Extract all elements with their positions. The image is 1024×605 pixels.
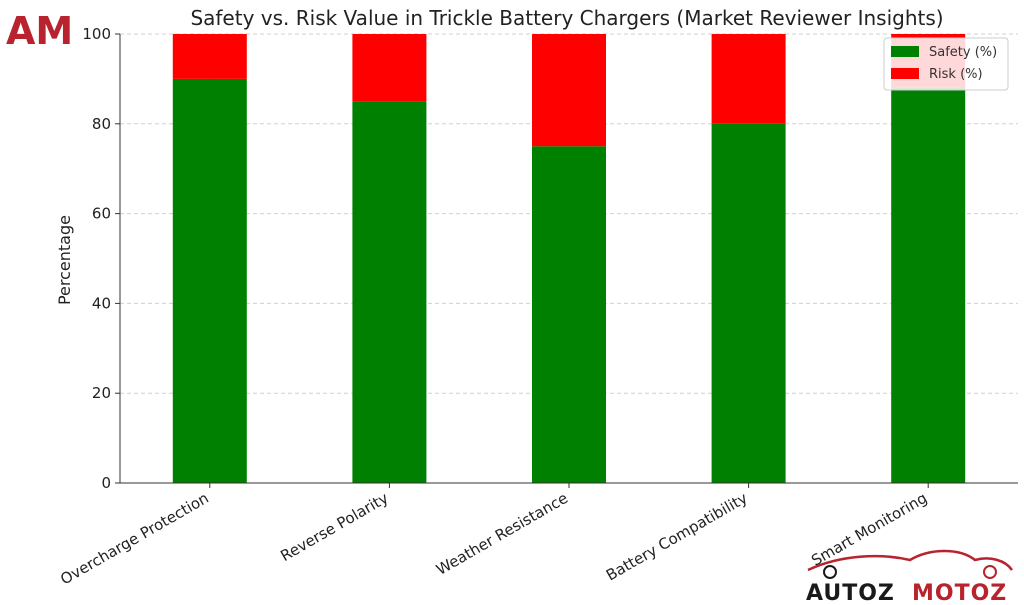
legend: Safety (%) Risk (%)	[883, 37, 1009, 91]
motoz-text: MOTOZ	[912, 581, 1007, 605]
bar-safety	[352, 101, 427, 483]
bar-risk	[172, 34, 247, 79]
x-tick-label: Battery Compatibility	[603, 489, 751, 585]
y-axis-label: Percentage	[55, 215, 74, 305]
wheel-icon	[983, 565, 997, 579]
wheel-icon	[823, 565, 837, 579]
bar-safety	[711, 123, 786, 484]
bar-safety	[891, 87, 966, 483]
bar-risk	[711, 34, 786, 124]
plot-area: 0 20 40 60 80 100 Overcharge Protection Reverse…	[57, 25, 1018, 588]
bar-risk	[532, 34, 606, 147]
y-tick-label: 100	[82, 25, 111, 43]
y-tick-label: 0	[101, 474, 111, 492]
x-tick-label: Reverse Polarity	[277, 489, 391, 565]
bar-risk	[352, 34, 427, 102]
y-tick-label: 80	[92, 115, 111, 133]
bar-safety	[172, 78, 247, 484]
autoz-text: AUTOZ	[806, 581, 895, 605]
motorcycle-outline-icon	[807, 549, 1014, 572]
legend-label-risk: Risk (%)	[929, 67, 983, 82]
x-tick-label: Weather Resistance	[433, 489, 571, 579]
autoz-motoz-logo: AUTOZ MOTOZ	[806, 549, 1014, 605]
y-tick-label: 40	[92, 294, 111, 312]
y-tick-label: 60	[92, 205, 111, 223]
x-tick-label: Overcharge Protection	[57, 489, 212, 589]
am-logo: AM	[6, 9, 73, 53]
bar-safety	[532, 146, 606, 483]
chart-title: Safety vs. Risk Value in Trickle Battery…	[190, 6, 943, 30]
y-tick-label: 20	[92, 384, 111, 402]
legend-swatch-risk	[891, 68, 919, 79]
legend-label-safety: Safety (%)	[929, 45, 997, 60]
legend-swatch-safety	[891, 46, 919, 57]
